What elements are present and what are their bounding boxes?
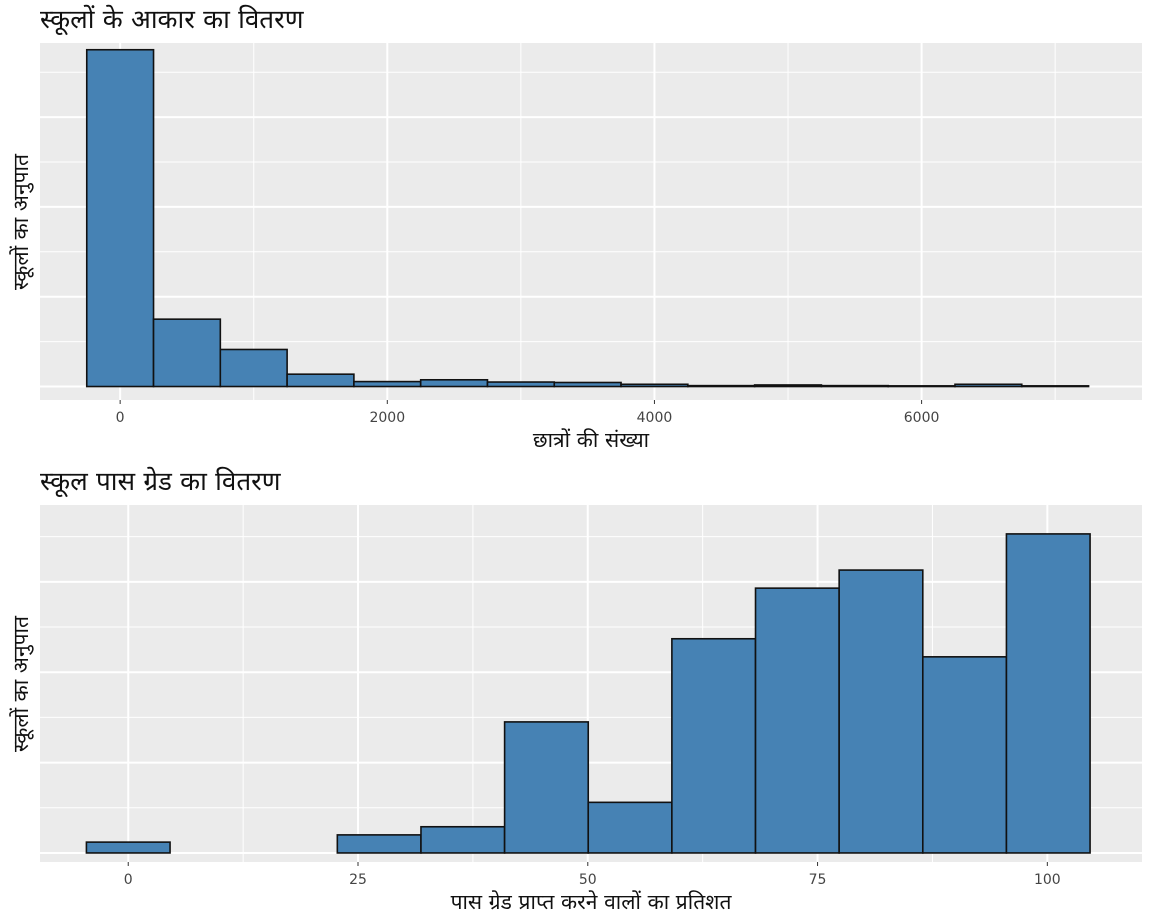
- histogram-bar: [754, 587, 840, 854]
- histogram-bar: [687, 384, 756, 388]
- x-axis-label: छात्रों की संख्या: [533, 428, 650, 452]
- histogram-bar: [336, 834, 422, 854]
- x-tick-label: 4000: [637, 410, 673, 426]
- histogram-school-size: स्कूलों के आकार का वितरण 0 2000 4000 6000 छ…: [9, 4, 1142, 452]
- chart-title: स्कूल पास ग्रेड का वितरण: [40, 466, 282, 498]
- x-tick-label: 100: [1034, 872, 1061, 888]
- histogram-bar: [353, 380, 422, 388]
- histogram-bar: [85, 48, 155, 388]
- bars: [85, 48, 1090, 388]
- histogram-bar: [85, 841, 171, 854]
- histogram-bar: [486, 381, 556, 388]
- histogram-bar: [954, 383, 1023, 388]
- histogram-pass-grade: स्कूल पास ग्रेड का वितरण 0 25 50 75 100 पास …: [9, 466, 1142, 914]
- x-tick-labels: 0 25 50 75 100: [124, 862, 1061, 888]
- x-tick-label: 6000: [904, 410, 940, 426]
- histogram-bar: [587, 801, 673, 854]
- x-tick-label: 50: [579, 872, 597, 888]
- x-tick-label: 0: [116, 410, 125, 426]
- histogram-bar: [671, 637, 757, 854]
- histogram-bar: [503, 721, 590, 854]
- histogram-bar: [753, 384, 823, 388]
- histogram-bar: [219, 348, 288, 388]
- x-tick-labels: 0 2000 4000 6000: [116, 400, 940, 426]
- histogram-bar: [1020, 385, 1090, 388]
- histogram-bar: [921, 656, 1008, 854]
- x-axis-label: पास ग्रेड प्राप्त करने वालों का प्रतिशत: [451, 890, 733, 914]
- y-axis-label: स्कूलों का अनुपात: [9, 153, 34, 290]
- histogram-bar: [620, 383, 689, 388]
- x-tick-label: 0: [124, 872, 133, 888]
- histogram-bar: [887, 385, 956, 388]
- plot-panel: [40, 43, 1142, 400]
- x-tick-label: 75: [809, 872, 827, 888]
- x-tick-label: 25: [349, 872, 367, 888]
- histogram-bar: [838, 569, 924, 854]
- histogram-bar: [420, 825, 506, 854]
- histogram-bar: [820, 384, 890, 388]
- bars: [85, 533, 1091, 854]
- histogram-bar: [419, 378, 489, 388]
- histogram-bar: [286, 373, 355, 388]
- histogram-bar: [553, 381, 622, 388]
- chart-title: स्कूलों के आकार का वितरण: [40, 4, 305, 36]
- histogram-bar: [152, 318, 222, 388]
- x-tick-label: 2000: [369, 410, 405, 426]
- histogram-bar: [1005, 533, 1091, 854]
- y-axis-label: स्कूलों का अनुपात: [9, 615, 34, 752]
